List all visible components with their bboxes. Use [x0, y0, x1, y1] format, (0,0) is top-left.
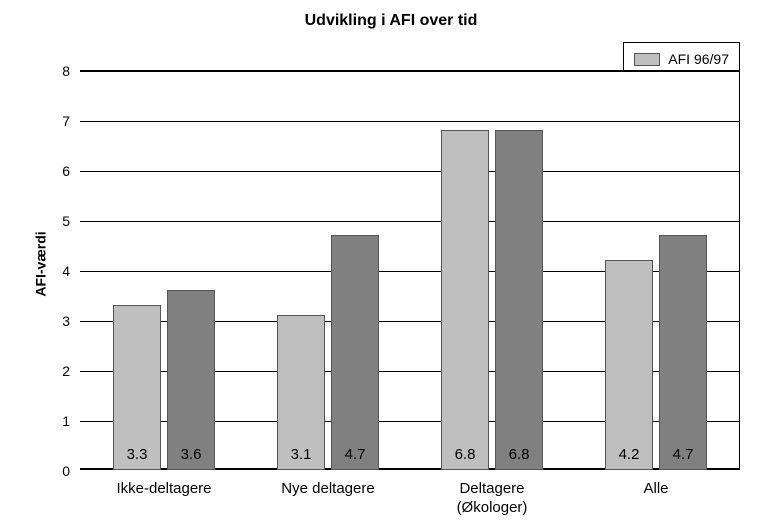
bar: 3.3 — [113, 305, 161, 470]
y-tick-label: 7 — [62, 113, 80, 129]
gridline — [80, 221, 739, 222]
legend-item: AFI 96/97 — [634, 51, 729, 67]
chart-title: Udvikling i AFI over tid — [0, 12, 782, 30]
legend-label: AFI 96/97 — [668, 51, 729, 67]
x-tick-label: Ikke-deltagere — [83, 470, 245, 499]
x-tick-label: Alle — [575, 470, 737, 499]
bar-value-label: 3.3 — [114, 446, 160, 463]
bar: 4.7 — [331, 235, 379, 470]
bar: 4.7 — [659, 235, 707, 470]
bar-value-label: 6.8 — [496, 446, 542, 463]
bar: 3.1 — [277, 315, 325, 470]
y-axis-label: AFI-værdi — [33, 231, 49, 296]
y-tick-label: 6 — [62, 163, 80, 179]
y-tick-label: 3 — [62, 313, 80, 329]
y-tick-label: 0 — [62, 463, 80, 479]
bar: 6.8 — [495, 130, 543, 470]
x-tick-label: Nye deltagere — [247, 470, 409, 499]
y-tick-label: 1 — [62, 413, 80, 429]
y-tick-label: 5 — [62, 213, 80, 229]
gridline — [80, 171, 739, 172]
bar: 6.8 — [441, 130, 489, 470]
y-tick-label: 4 — [62, 263, 80, 279]
bar: 3.6 — [167, 290, 215, 470]
bar-value-label: 4.7 — [660, 446, 706, 463]
legend-swatch-icon — [634, 53, 660, 66]
bar-value-label: 3.1 — [278, 446, 324, 463]
chart-container: Udvikling i AFI over tid AFI-værdi AFI 9… — [0, 0, 782, 528]
gridline — [80, 121, 739, 122]
bar-value-label: 3.6 — [168, 446, 214, 463]
bar-value-label: 4.7 — [332, 446, 378, 463]
y-tick-label: 2 — [62, 363, 80, 379]
x-tick-label: Deltagere(Økologer) — [411, 470, 573, 518]
bar-value-label: 4.2 — [606, 446, 652, 463]
plot-area: 0123456783.33.6Ikke-deltagere3.14.7Nye d… — [80, 70, 740, 470]
bar-value-label: 6.8 — [442, 446, 488, 463]
gridline — [80, 71, 739, 72]
y-tick-label: 8 — [62, 63, 80, 79]
bar: 4.2 — [605, 260, 653, 470]
